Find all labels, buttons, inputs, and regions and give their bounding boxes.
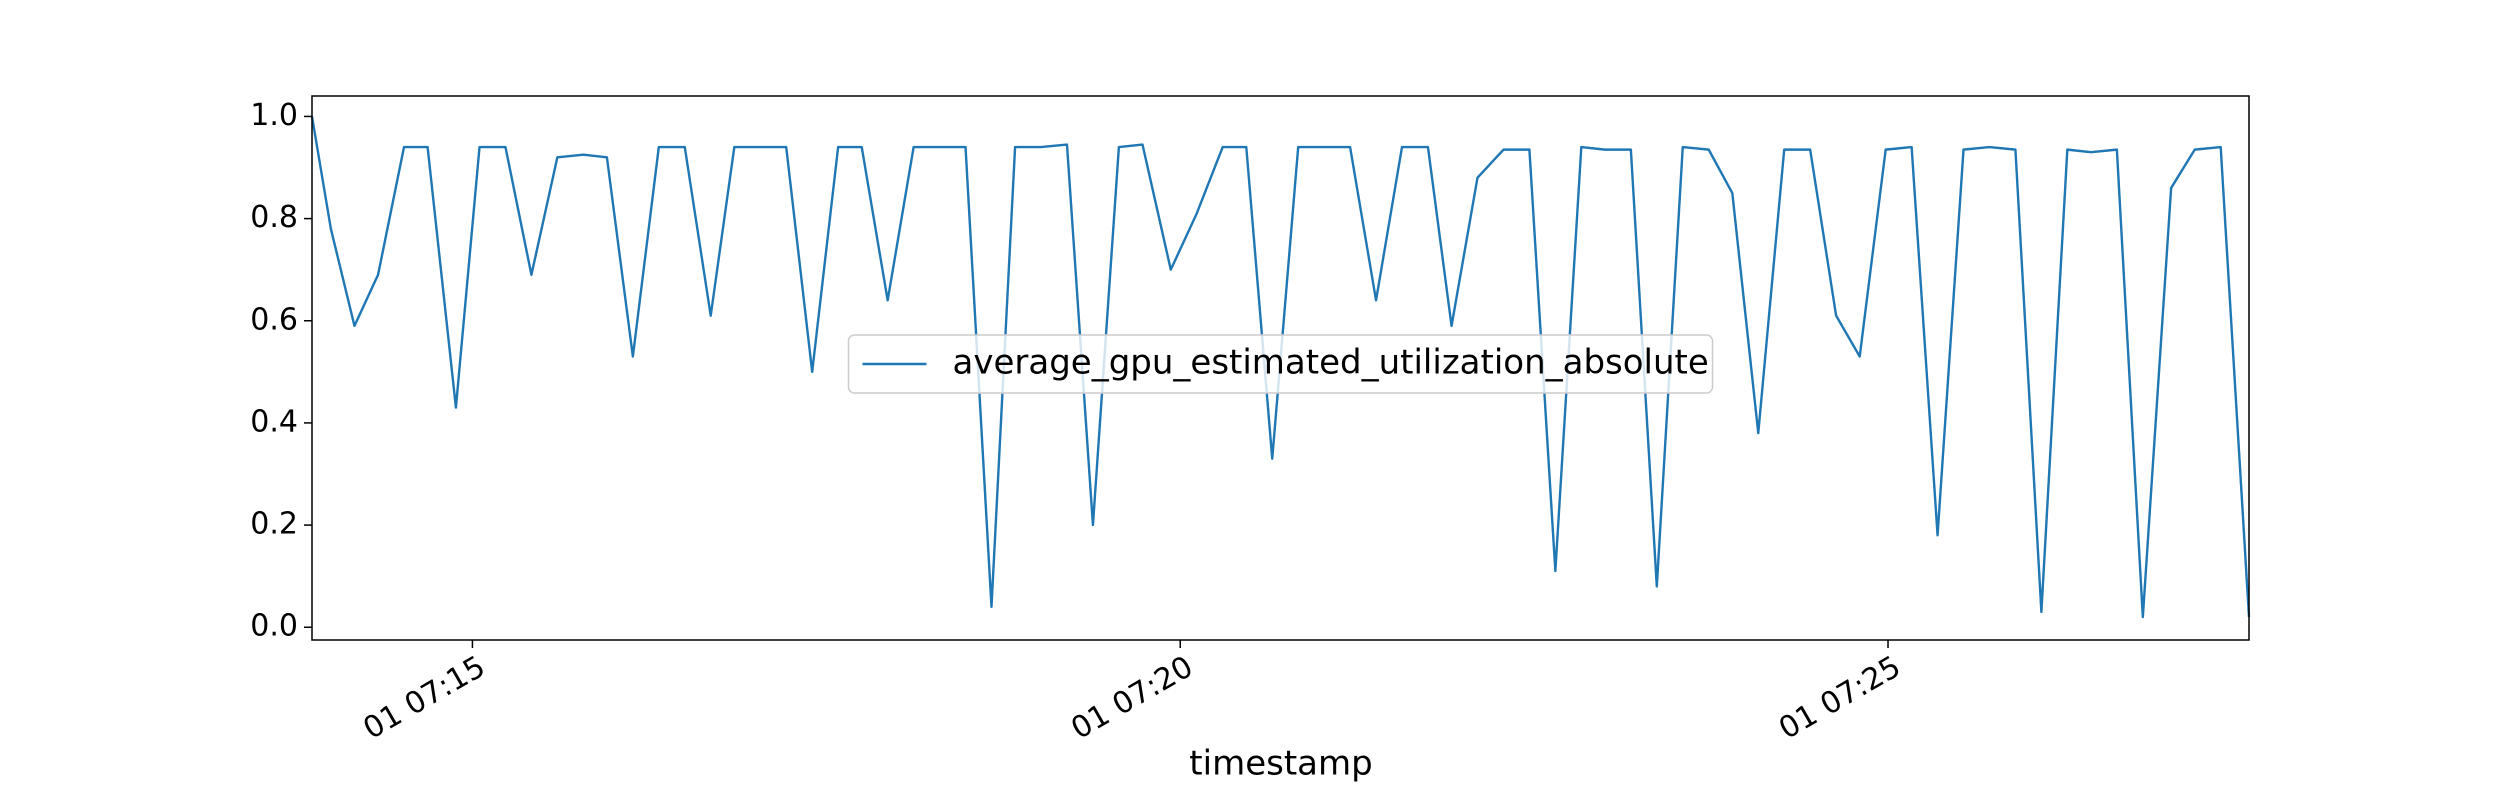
legend: average_gpu_estimated_utilization_absolu…: [847, 334, 1714, 394]
y-tick-label: 0.6: [250, 302, 298, 337]
x-tick-label: 01 07:20: [1065, 649, 1199, 746]
legend-box: [847, 334, 1714, 394]
x-tick-label: 01 07:15: [358, 649, 492, 746]
plot-frame: [311, 95, 2250, 641]
x-tick-label: 01 07:25: [1773, 649, 1907, 746]
data-line: [310, 116, 2251, 619]
y-tick-label: 0.0: [250, 609, 298, 644]
y-tick-label: 1.0: [250, 98, 298, 133]
legend-label: average_gpu_estimated_utilization_absolu…: [953, 343, 1709, 383]
x-axis-label: timestamp: [1189, 744, 1372, 784]
y-tick-label: 0.2: [250, 507, 298, 542]
y-tick-label: 0.8: [250, 200, 298, 235]
y-tick-label: 0.4: [250, 404, 298, 439]
